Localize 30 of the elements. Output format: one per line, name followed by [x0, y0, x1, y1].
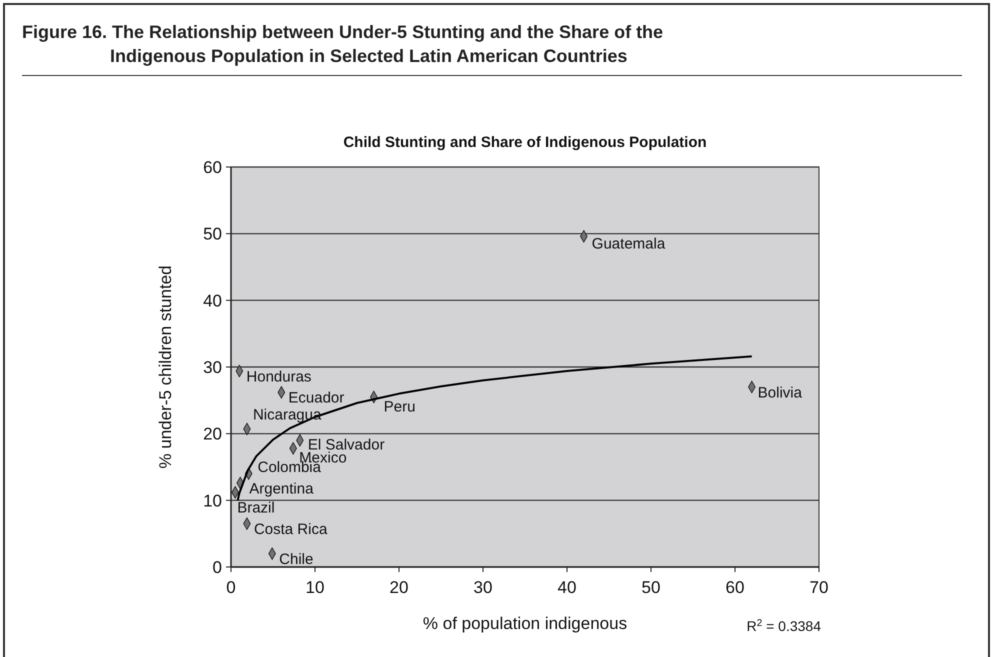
- annotation: Chile: [279, 550, 314, 568]
- x-tick-label: 70: [810, 578, 828, 597]
- y-tick-label: 60: [203, 158, 222, 177]
- y-axis-title: % under-5 children stunted: [156, 265, 175, 469]
- x-tick-label: 60: [726, 578, 744, 597]
- annotation: Argentina: [249, 480, 314, 498]
- text: R$^{2}$ = 0.3384: [746, 618, 822, 634]
- x-tick-label: 10: [306, 578, 324, 597]
- x-tick-label: 40: [558, 578, 576, 597]
- annotation: Honduras: [246, 368, 312, 386]
- x-tick-label: 20: [390, 578, 408, 597]
- y-tick-label: 0: [212, 558, 222, 577]
- annotation: Nicaragua: [252, 406, 322, 424]
- x-tick-label: 0: [226, 578, 236, 597]
- chart-subtitle: Child Stunting and Share of Indigenous Population: [343, 134, 707, 151]
- x-tick-label: 30: [474, 578, 492, 597]
- annotation: Bolivia: [758, 384, 803, 402]
- annotation: Costa Rica: [254, 520, 328, 538]
- annotation: Guatemala: [592, 236, 666, 253]
- x-tick-label: 50: [642, 578, 660, 597]
- x-axis-title: % of population indigenous: [422, 614, 628, 633]
- y-tick-label: 10: [203, 491, 222, 510]
- y-tick-label: 40: [203, 291, 222, 310]
- chart-title: Figure 16. The Relationship between Under-5 Stunting and the Share of the Indigenous Population in Selected Latin American Countries: [22, 22, 664, 66]
- y-tick-label: 20: [203, 424, 222, 444]
- y-tick-label: 30: [203, 358, 222, 377]
- y-tick-label: 50: [203, 224, 222, 244]
- annotation: Ecuador: [288, 390, 344, 407]
- annotation: Peru: [384, 398, 416, 416]
- annotation: Brazil: [237, 500, 275, 517]
